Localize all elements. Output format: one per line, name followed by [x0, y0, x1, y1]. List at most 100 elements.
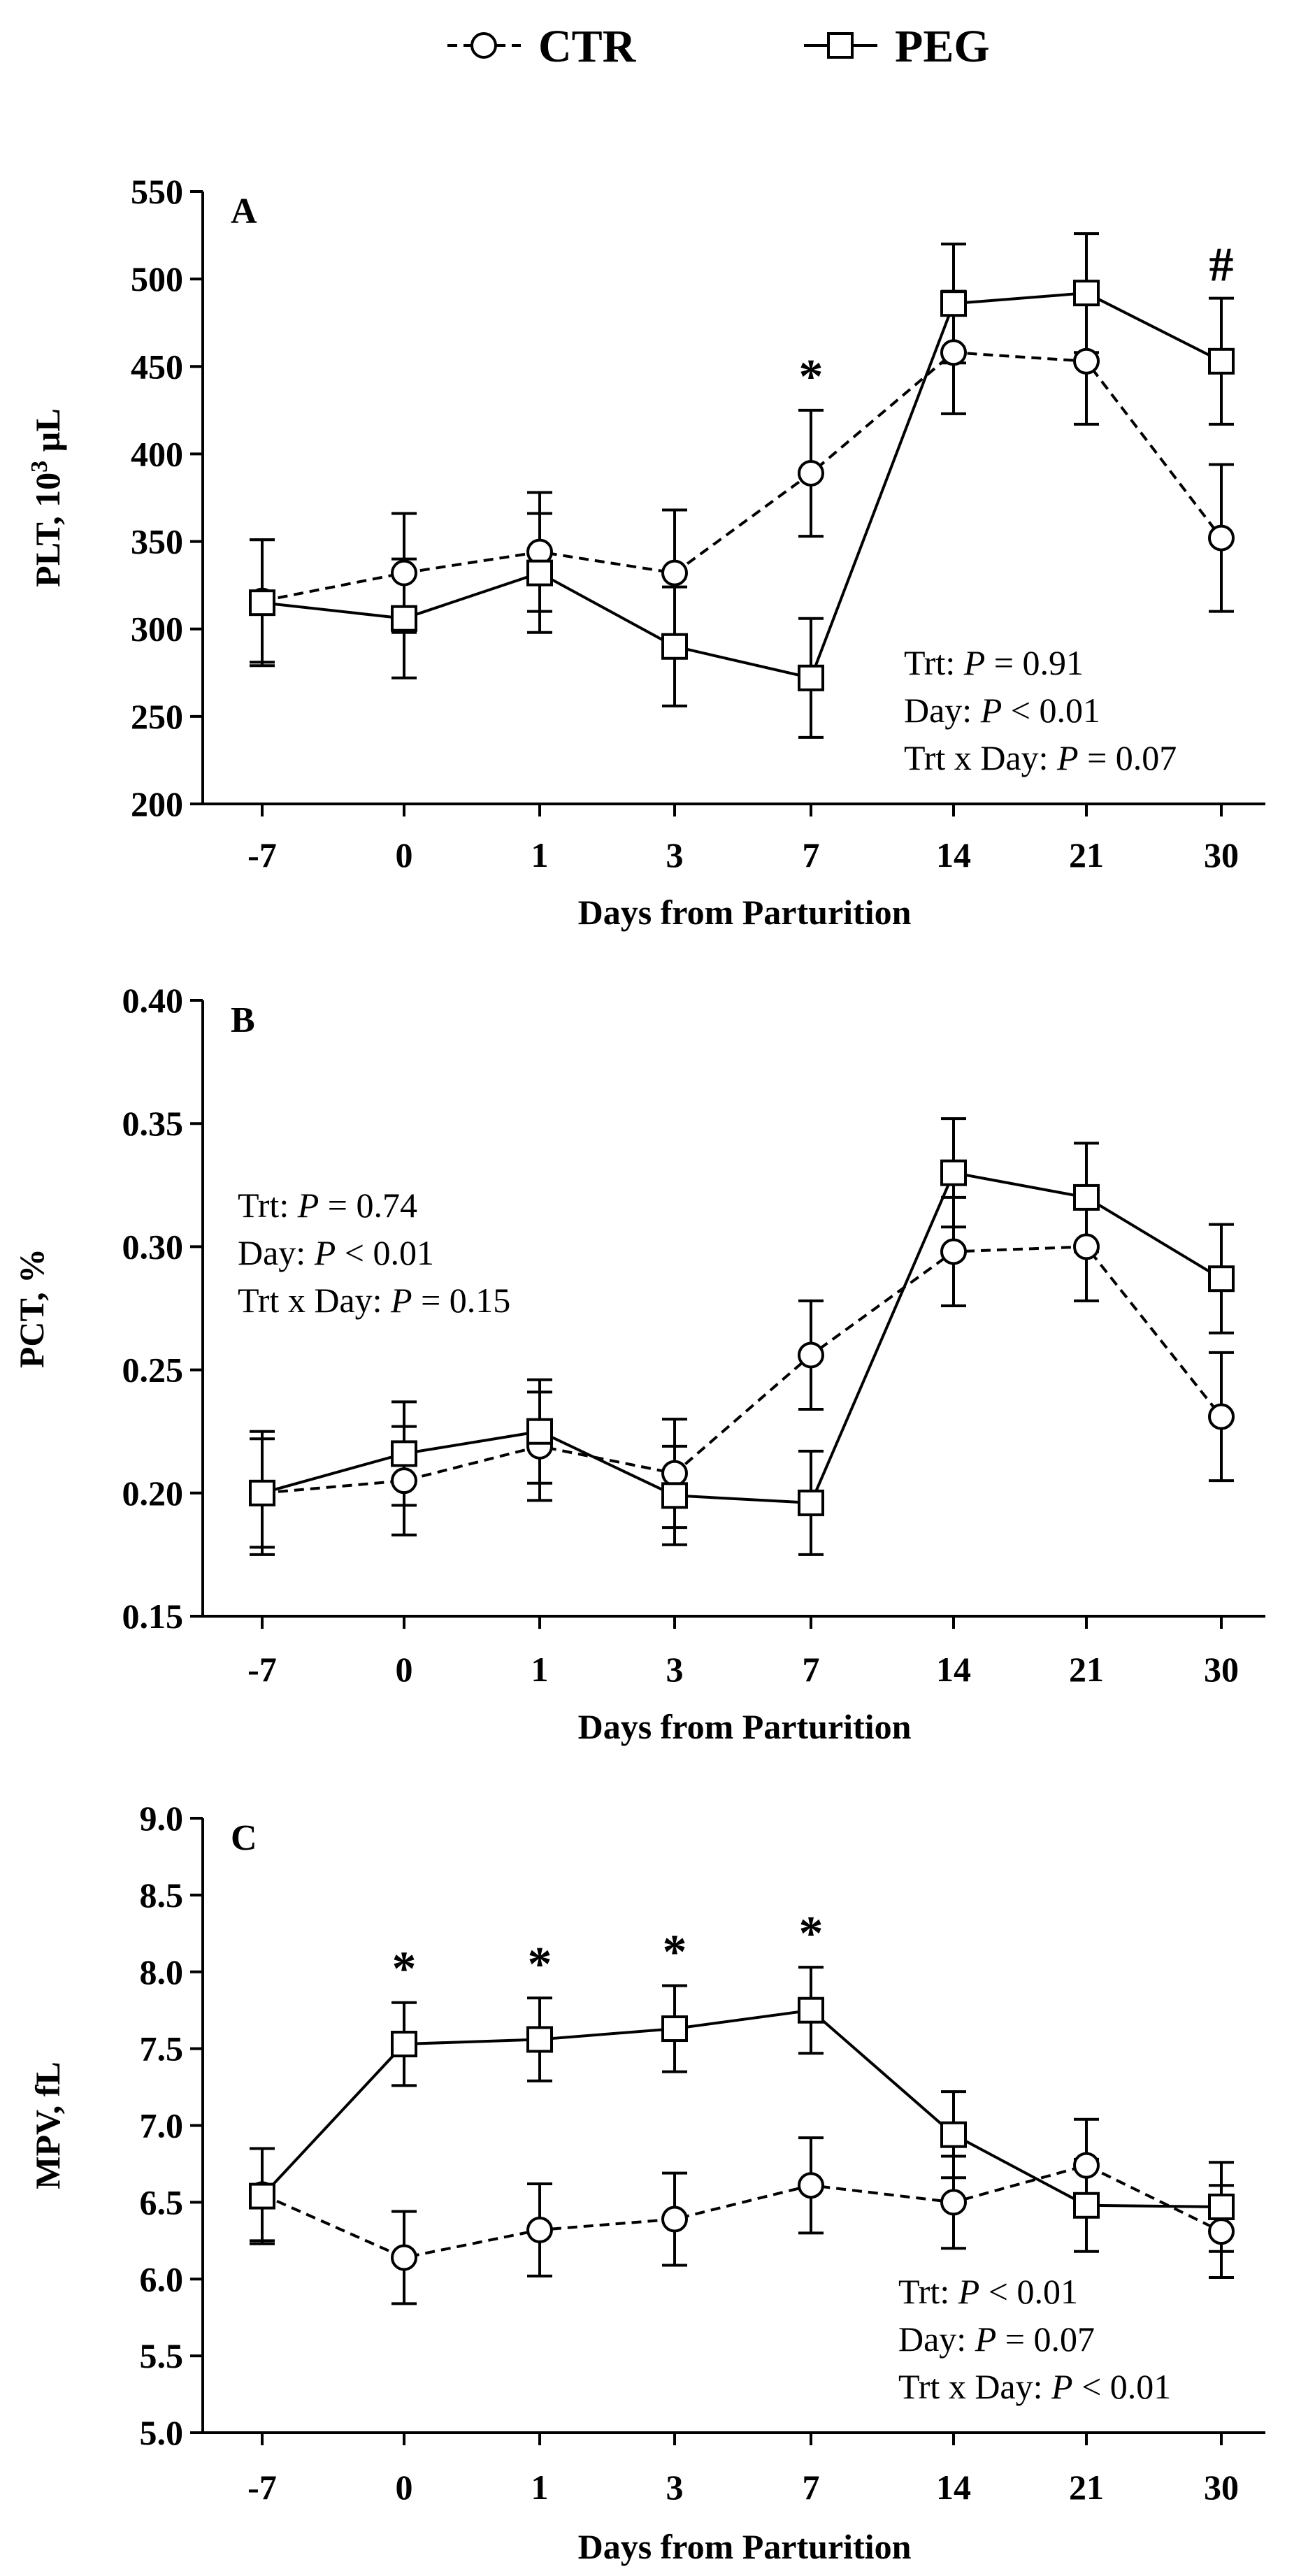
y-tick-label: 6.0 — [140, 2259, 184, 2298]
data-point-ctr — [1073, 1233, 1100, 1260]
x-tick-label: 30 — [1204, 2468, 1239, 2507]
data-point-ctr — [391, 2244, 417, 2271]
x-tick-label: 1 — [531, 835, 549, 875]
y-tick-label: 400 — [131, 434, 183, 473]
stats-value: = 0.74 — [319, 1186, 417, 1225]
data-point-ctr — [798, 459, 824, 487]
data-point-peg — [526, 559, 553, 587]
significance-annotation: * — [799, 1907, 824, 1961]
y-tick-label: 300 — [131, 610, 183, 649]
data-point-peg — [1208, 1265, 1235, 1293]
legend-label: PEG — [895, 21, 990, 72]
stats-p-symbol: P — [390, 1281, 412, 1320]
x-tick-label: 21 — [1069, 835, 1104, 875]
legend-item-ctr: CTR — [447, 21, 637, 72]
x-tick-label: 21 — [1069, 1650, 1104, 1689]
data-point-peg — [391, 2031, 417, 2058]
x-tick-label: 30 — [1204, 835, 1239, 875]
x-tick-label: 7 — [803, 835, 820, 875]
data-point-peg — [526, 2026, 553, 2053]
legend-circle-marker — [470, 32, 497, 59]
x-tick-label: 14 — [936, 2468, 971, 2507]
panel-letter: C — [231, 1818, 257, 1858]
data-point-peg — [661, 633, 688, 660]
data-point-peg — [798, 1996, 824, 2024]
x-tick-label: -7 — [247, 1650, 277, 1689]
data-point-peg — [798, 1489, 824, 1516]
x-tick-label: 14 — [936, 835, 971, 875]
stats-p-symbol: P — [1051, 2367, 1073, 2406]
x-tick-label: 21 — [1069, 2468, 1104, 2507]
data-point-peg — [1208, 2193, 1235, 2220]
x-tick-label: 0 — [396, 835, 413, 875]
legend-label: CTR — [538, 21, 637, 72]
data-point-ctr — [798, 2172, 824, 2199]
legend: CTR PEG — [447, 21, 990, 72]
markers-peg — [249, 280, 1235, 691]
x-axis-title: Days from Parturition — [578, 893, 912, 932]
stats-p-symbol: P — [958, 2272, 980, 2311]
data-point-ctr — [798, 1341, 824, 1369]
stats-line: Trt: P < 0.01 — [898, 2272, 1078, 2311]
stats-prefix: Trt x Day: — [904, 738, 1057, 777]
stats-line: Trt x Day: P = 0.15 — [238, 1281, 510, 1320]
y-tick-label: 500 — [131, 259, 183, 298]
x-tick-label: 7 — [803, 2468, 820, 2507]
series-line-peg — [261, 2008, 1222, 2208]
panel-a: 200 250 300 350 400 450 500 550 -7 0 1 3 7 14 21 30 Days… — [27, 172, 1265, 932]
stats-p-symbol: P — [1056, 738, 1079, 777]
series-peg — [250, 232, 1234, 739]
x-tick-label: 14 — [936, 1650, 971, 1689]
y-tick-label: 9.0 — [140, 1799, 184, 1838]
data-point-peg — [1073, 1183, 1100, 1211]
stats-p-symbol: P — [980, 691, 1003, 730]
y-tick-label: 0.30 — [122, 1227, 184, 1266]
x-tick-label: 0 — [396, 2468, 413, 2507]
significance-annotation: # — [1209, 238, 1234, 292]
x-tick-label: 3 — [666, 2468, 684, 2507]
y-tick-label: 7.0 — [140, 2106, 184, 2145]
x-tick-label: 1 — [531, 1650, 549, 1689]
stats-value: = 0.07 — [1079, 738, 1177, 777]
stats-value: < 0.01 — [1073, 2367, 1172, 2406]
stats-prefix: Day: — [898, 2319, 975, 2359]
x-tick-label: -7 — [247, 835, 277, 875]
x-tick-label: 3 — [666, 1650, 684, 1689]
significance-annotation: * — [663, 1926, 687, 1980]
data-point-ctr — [940, 2189, 967, 2216]
y-tick-label: 250 — [131, 697, 183, 736]
data-point-peg — [661, 1482, 688, 1509]
series-line-ctr — [261, 2164, 1222, 2259]
y-axis-title-superscript: 3 — [27, 461, 52, 473]
panel-c: 5.0 5.5 6.0 6.5 7.0 7.5 8.0 8.5 9.0 -7 0 1 3 7 14 21 30 D… — [28, 1799, 1265, 2566]
stats-p-symbol: P — [963, 643, 986, 682]
y-tick-label: 5.0 — [140, 2413, 184, 2452]
data-point-ctr — [1073, 347, 1100, 375]
data-point-ctr — [940, 1238, 967, 1265]
y-axis-title: PLT, 103 µL — [27, 408, 68, 587]
data-point-peg — [1208, 347, 1235, 375]
stats-line: Day: P < 0.01 — [904, 691, 1100, 730]
series-line-ctr — [261, 1245, 1223, 1495]
data-point-peg — [798, 664, 824, 691]
y-tick-label: 200 — [131, 784, 183, 823]
y-axis-title-main: PLT, 10 — [28, 473, 67, 587]
y-axis-title-main: PCT, % — [12, 1249, 51, 1368]
data-point-ctr — [391, 1467, 417, 1495]
markers-peg — [249, 1159, 1235, 1516]
x-axis-title: Days from Parturition — [578, 2527, 912, 2566]
x-tick-label: -7 — [247, 2468, 277, 2507]
data-point-peg — [661, 2015, 688, 2043]
data-point-ctr — [1208, 1403, 1235, 1430]
data-point-peg — [249, 2182, 275, 2210]
stats-prefix: Trt: — [898, 2272, 958, 2311]
significance-annotation: * — [799, 350, 824, 404]
y-tick-label: 8.5 — [140, 1876, 184, 1915]
series-line-ctr — [261, 351, 1223, 603]
y-axis-title: PCT, % — [12, 1249, 51, 1368]
x-axis-title: Days from Parturition — [578, 1707, 912, 1746]
data-point-ctr — [526, 2216, 553, 2243]
stats-prefix: Trt: — [904, 643, 964, 682]
